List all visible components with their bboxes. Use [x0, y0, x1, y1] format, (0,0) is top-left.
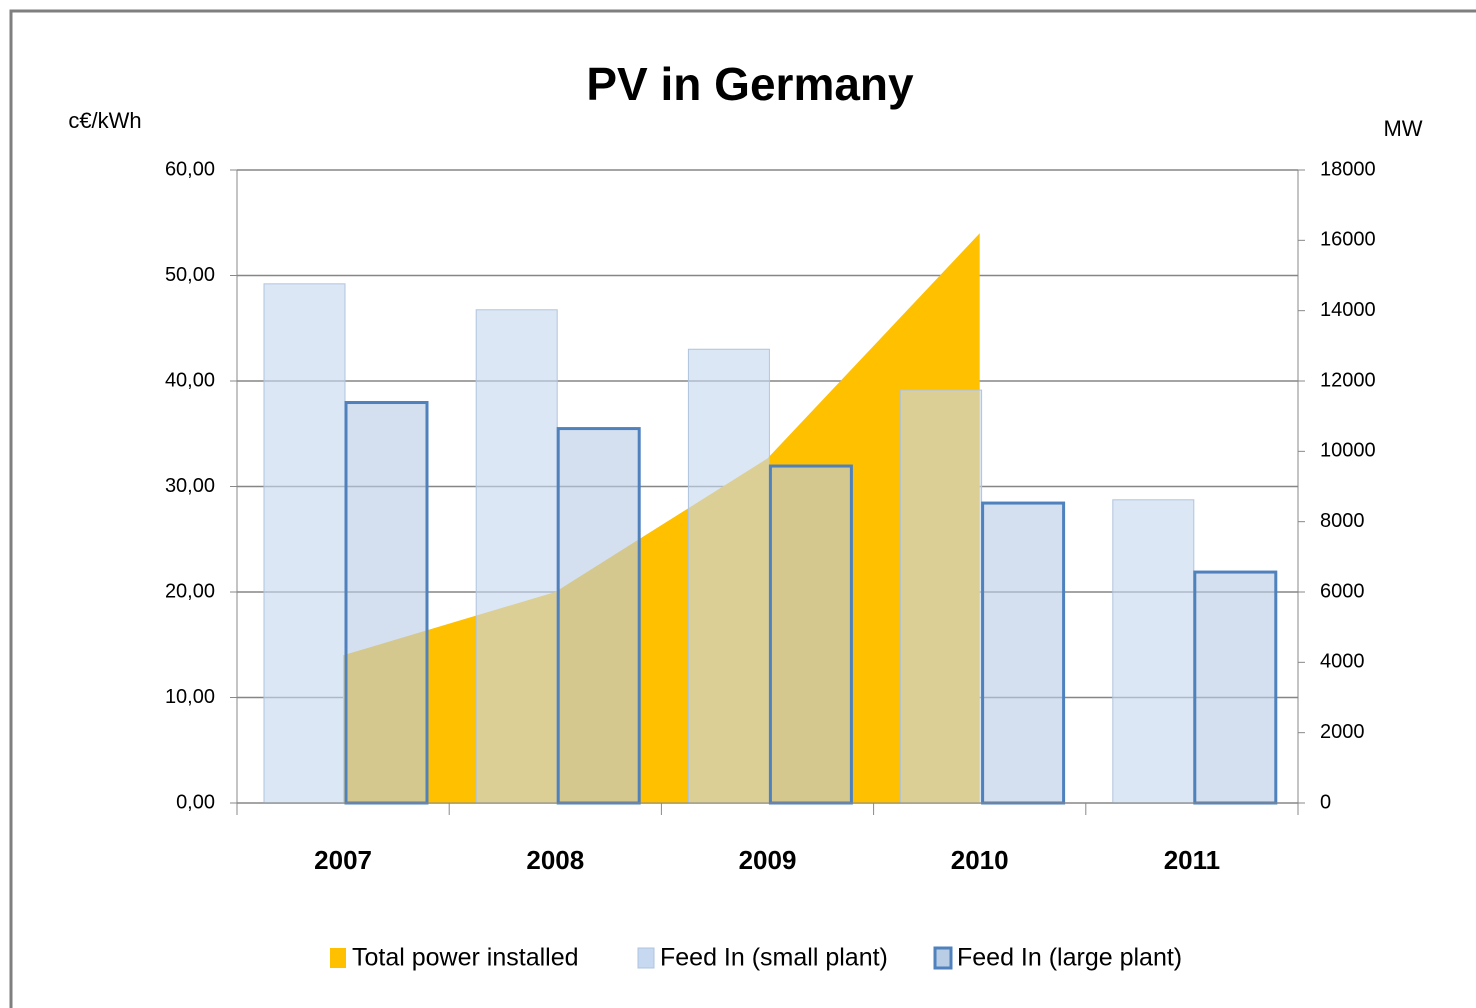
bar: [475, 309, 558, 804]
chart-title: PV in Germany: [586, 58, 914, 110]
legend-label: Feed In (small plant): [660, 944, 888, 972]
y2-tick-label: 2000: [1320, 721, 1365, 743]
y-tick-label: 60,00: [165, 158, 215, 180]
x-tick-label: 2007: [314, 845, 372, 875]
bar: [344, 401, 429, 805]
y-tick-label: 50,00: [165, 264, 215, 286]
y2-axis-label: MW: [1383, 116, 1422, 141]
bar: [263, 283, 346, 804]
y-tick-label: 20,00: [165, 580, 215, 602]
bar: [768, 464, 853, 805]
y-tick-label: 10,00: [165, 686, 215, 708]
y2-tick-label: 8000: [1320, 510, 1365, 532]
x-tick-label: 2010: [951, 845, 1009, 875]
bar: [981, 501, 1066, 805]
y-tick-label: 40,00: [165, 369, 215, 391]
bar: [900, 389, 983, 804]
y-tick-label: 30,00: [165, 475, 215, 497]
y2-tick-label: 4000: [1320, 651, 1365, 673]
legend-label: Feed In (large plant): [957, 944, 1182, 972]
legend-swatch: [330, 948, 346, 968]
legend-swatch: [933, 946, 953, 970]
y-axis-label: c€/kWh: [68, 108, 141, 133]
y2-tick-label: 14000: [1320, 299, 1376, 321]
x-tick-label: 2011: [1164, 845, 1220, 875]
y2-tick-label: 0: [1320, 791, 1331, 813]
legend-swatch: [637, 947, 655, 969]
y2-tick-label: 18000: [1320, 158, 1376, 180]
x-tick-label: 2008: [526, 845, 584, 875]
x-tick-label: 2009: [739, 845, 797, 875]
bar: [1112, 499, 1195, 804]
y2-tick-label: 16000: [1320, 229, 1376, 251]
y2-tick-label: 12000: [1320, 369, 1376, 391]
bar: [556, 427, 641, 805]
y2-tick-label: 10000: [1320, 440, 1376, 462]
legend-label: Total power installed: [352, 944, 579, 972]
y-tick-label: 0,00: [176, 791, 215, 813]
bar: [1193, 570, 1278, 805]
y2-tick-label: 6000: [1320, 580, 1365, 602]
bar: [687, 348, 770, 804]
